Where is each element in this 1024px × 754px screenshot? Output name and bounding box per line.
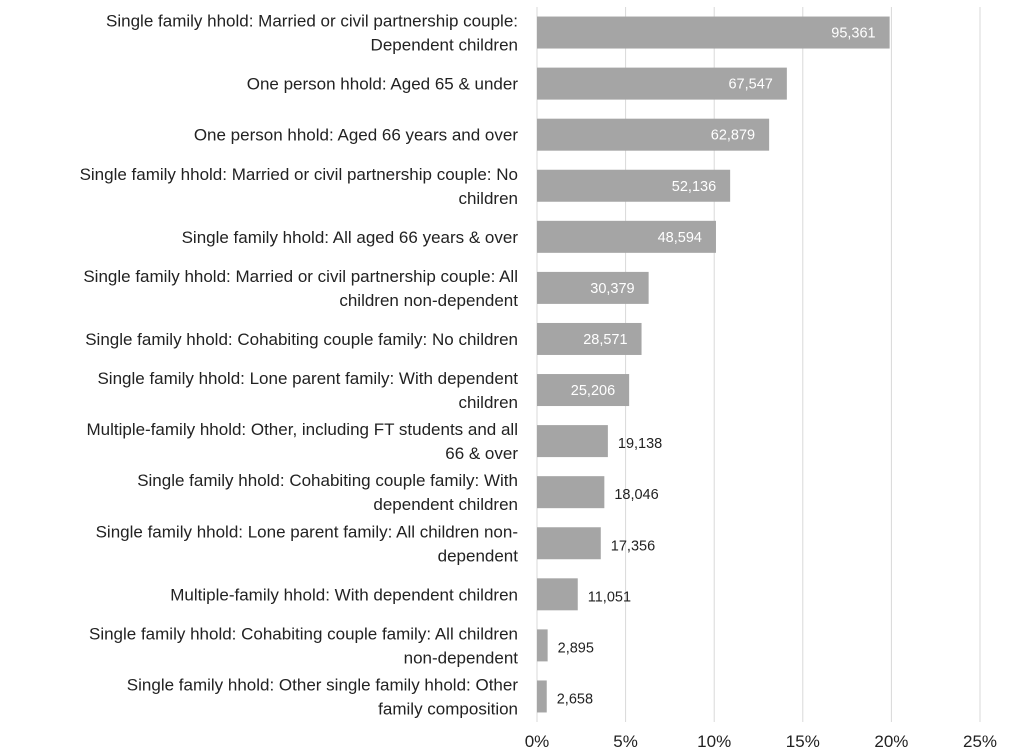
data-label: 19,138 — [618, 436, 662, 452]
category-label: Single family hhold: All aged 66 years &… — [182, 228, 519, 247]
category-label: Multiple-family hhold: With dependent ch… — [170, 585, 518, 604]
bar — [537, 527, 601, 560]
category-label-line: Single family hhold: Married or civil pa… — [80, 165, 518, 184]
category-label-line: One person hhold: Aged 66 years and over — [194, 126, 519, 145]
category-label-line: Single family hhold: Married or civil pa… — [83, 267, 518, 286]
category-label: Single family hhold: Cohabiting couple f… — [89, 624, 518, 667]
category-label-line: Single family hhold: Lone parent family:… — [97, 369, 518, 388]
category-label: Single family hhold: Cohabiting couple f… — [137, 471, 518, 514]
x-tick-label: 0% — [525, 732, 550, 751]
bar — [537, 220, 716, 253]
category-label: Single family hhold: Married or civil pa… — [106, 12, 518, 55]
category-label-line: Dependent children — [371, 36, 518, 55]
data-label: 28,571 — [583, 332, 627, 348]
bar — [537, 476, 605, 509]
bar — [537, 67, 787, 100]
bar — [537, 680, 547, 713]
category-label-line: children non-dependent — [339, 291, 518, 310]
category-labels: Single family hhold: Married or civil pa… — [80, 12, 519, 719]
bar — [537, 629, 548, 662]
bar — [537, 118, 770, 151]
bars — [537, 16, 890, 713]
gridlines — [536, 7, 981, 722]
category-label-line: children — [458, 189, 518, 208]
x-tick-label: 5% — [613, 732, 638, 751]
data-label: 30,379 — [590, 281, 634, 297]
category-label-line: Single family hhold: Cohabiting couple f… — [89, 624, 518, 643]
category-label: Multiple-family hhold: Other, including … — [86, 420, 518, 463]
data-label: 62,879 — [711, 128, 755, 144]
bar — [537, 322, 642, 355]
data-label: 25,206 — [571, 383, 615, 399]
category-label-line: dependent — [438, 546, 519, 565]
category-label-line: Single family hhold: All aged 66 years &… — [182, 228, 519, 247]
category-label-line: Multiple-family hhold: Other, including … — [86, 420, 518, 439]
data-label: 2,895 — [558, 640, 594, 656]
category-label-line: Single family hhold: Lone parent family:… — [96, 522, 518, 541]
category-label: One person hhold: Aged 65 & under — [247, 75, 519, 94]
category-label: Single family hhold: Lone parent family:… — [96, 522, 519, 565]
bar — [537, 169, 731, 202]
category-label: Single family hhold: Married or civil pa… — [83, 267, 518, 310]
category-label-line: children — [458, 393, 518, 412]
bar — [537, 425, 608, 458]
category-label-line: Single family hhold: Cohabiting couple f… — [137, 471, 518, 490]
category-label-line: Single family hhold: Married or civil pa… — [106, 12, 518, 31]
x-tick-label: 20% — [874, 732, 908, 751]
category-label-line: non-dependent — [404, 648, 519, 667]
category-label-line: family composition — [378, 699, 518, 718]
data-label: 95,361 — [831, 26, 875, 42]
category-label: Single family hhold: Married or civil pa… — [80, 165, 518, 208]
category-label-line: 66 & over — [445, 444, 518, 463]
x-tick-label: 15% — [786, 732, 820, 751]
data-label: 52,136 — [672, 179, 716, 195]
category-label: One person hhold: Aged 66 years and over — [194, 126, 519, 145]
bar — [537, 271, 649, 304]
data-label: 48,594 — [658, 230, 702, 246]
bar — [537, 16, 890, 49]
data-label: 67,547 — [728, 77, 772, 93]
x-tick-label: 10% — [697, 732, 731, 751]
bar — [537, 374, 630, 407]
bar — [537, 578, 578, 611]
data-labels: 95,361 67,547 62,879 52,136 48,594 30,379 28,5… — [557, 26, 876, 708]
x-tick-label: 25% — [963, 732, 997, 751]
data-label: 17,356 — [611, 538, 655, 554]
x-axis-ticks: 0% 5% 10% 15% 20% 25% — [525, 732, 997, 751]
category-label-line: dependent children — [373, 495, 518, 514]
category-label-line: Multiple-family hhold: With dependent ch… — [170, 585, 518, 604]
category-label-line: Single family hhold: Cohabiting couple f… — [85, 330, 518, 349]
category-label-line: Single family hhold: Other single family… — [127, 675, 519, 694]
data-label: 11,051 — [588, 589, 631, 605]
category-label-line: One person hhold: Aged 65 & under — [247, 75, 519, 94]
category-label: Single family hhold: Lone parent family:… — [97, 369, 518, 412]
data-label: 2,658 — [557, 691, 593, 707]
category-label: Single family hhold: Cohabiting couple f… — [85, 330, 518, 349]
category-label: Single family hhold: Other single family… — [127, 675, 519, 718]
data-label: 18,046 — [614, 487, 658, 503]
